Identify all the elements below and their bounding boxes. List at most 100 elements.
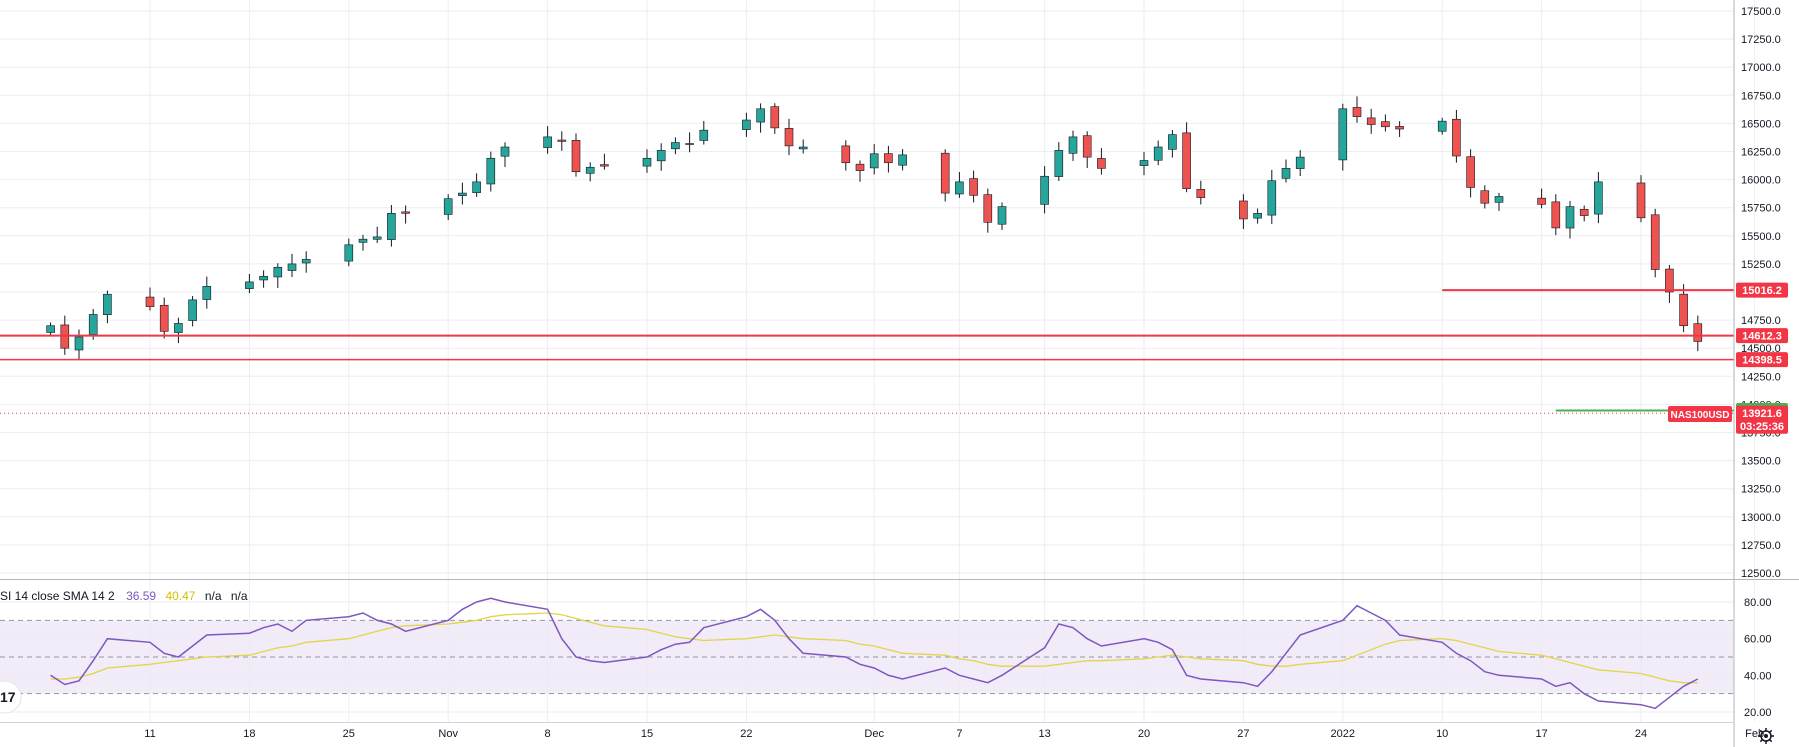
candle[interactable] bbox=[1594, 172, 1603, 224]
time-axis[interactable]: 11 18 25 Nov 8 15 22 Dec 7 13 20 27 2022 10 17 24 Feb bbox=[144, 728, 1764, 740]
candle[interactable] bbox=[1494, 192, 1504, 211]
candle[interactable] bbox=[1537, 188, 1546, 209]
candle[interactable] bbox=[1437, 117, 1447, 135]
candle[interactable] bbox=[287, 253, 297, 277]
candle[interactable] bbox=[798, 139, 808, 154]
candle[interactable] bbox=[997, 202, 1007, 230]
candle[interactable] bbox=[1395, 121, 1404, 138]
candle[interactable] bbox=[145, 287, 155, 311]
rsi-axis[interactable]: 80.00 60.00 40.00 20.00 bbox=[1744, 597, 1772, 719]
rsi-line[interactable] bbox=[50, 597, 1699, 710]
candle[interactable] bbox=[1082, 131, 1092, 169]
candle[interactable] bbox=[1182, 122, 1191, 193]
candle[interactable] bbox=[756, 103, 765, 133]
candle[interactable] bbox=[188, 296, 197, 327]
candle[interactable] bbox=[841, 140, 851, 171]
candle[interactable] bbox=[1352, 96, 1362, 123]
candle[interactable] bbox=[1168, 130, 1177, 158]
candle[interactable] bbox=[443, 194, 453, 221]
price-tick-label: 13500.0 bbox=[1741, 456, 1781, 468]
candle[interactable] bbox=[1267, 169, 1277, 224]
candle[interactable] bbox=[855, 160, 865, 182]
candle[interactable] bbox=[1040, 166, 1049, 214]
candle[interactable] bbox=[600, 153, 609, 170]
candle[interactable] bbox=[159, 297, 169, 339]
candle[interactable] bbox=[344, 238, 354, 267]
candle[interactable] bbox=[1366, 108, 1376, 134]
candle[interactable] bbox=[174, 317, 183, 344]
candle[interactable] bbox=[1295, 150, 1305, 177]
candle[interactable] bbox=[1097, 148, 1106, 175]
candle[interactable] bbox=[1239, 194, 1248, 230]
rsi-pane[interactable] bbox=[0, 597, 1734, 710]
candle[interactable] bbox=[1466, 149, 1475, 198]
settings-gear-icon[interactable] bbox=[1758, 728, 1774, 744]
resistance-badge-1-value: 15016.2 bbox=[1742, 285, 1782, 297]
candle[interactable] bbox=[571, 133, 581, 177]
candle[interactable] bbox=[1679, 284, 1688, 333]
candle[interactable] bbox=[1281, 159, 1291, 183]
candle[interactable] bbox=[1054, 142, 1064, 181]
price-tick-label: 17250.0 bbox=[1741, 34, 1781, 46]
candle[interactable] bbox=[358, 234, 368, 251]
candle[interactable] bbox=[685, 132, 694, 153]
candle[interactable] bbox=[1153, 140, 1163, 166]
candle[interactable] bbox=[940, 149, 950, 202]
candle[interactable] bbox=[202, 276, 212, 309]
candle[interactable] bbox=[1480, 185, 1490, 209]
candle[interactable] bbox=[784, 118, 794, 156]
candle[interactable] bbox=[656, 143, 666, 171]
candle[interactable] bbox=[898, 149, 907, 171]
candle[interactable] bbox=[1579, 205, 1589, 222]
candle[interactable] bbox=[1565, 200, 1575, 239]
resistance-badge-3-value: 14398.5 bbox=[1742, 355, 1782, 367]
candle[interactable] bbox=[273, 263, 283, 288]
price-tick-label: 17500.0 bbox=[1741, 6, 1781, 18]
candle[interactable] bbox=[557, 131, 567, 151]
candle[interactable] bbox=[1068, 130, 1078, 161]
candle[interactable] bbox=[46, 322, 55, 336]
candle[interactable] bbox=[869, 144, 879, 175]
candle[interactable] bbox=[486, 151, 496, 192]
rsi-legend[interactable]: SI 14 close SMA 14 2 36.59 40.47 n/a n/a bbox=[0, 589, 248, 603]
time-tick-label: Dec bbox=[864, 728, 884, 740]
candle[interactable] bbox=[1636, 175, 1646, 223]
candle[interactable] bbox=[1693, 315, 1703, 352]
candle[interactable] bbox=[1381, 114, 1390, 132]
candle[interactable] bbox=[387, 205, 396, 247]
instrument-tag[interactable]: NAS100USD bbox=[1668, 406, 1732, 422]
candle[interactable] bbox=[770, 103, 780, 134]
candle[interactable] bbox=[103, 290, 112, 324]
candle[interactable] bbox=[969, 170, 978, 203]
candle[interactable] bbox=[500, 142, 510, 168]
candle[interactable] bbox=[1452, 109, 1461, 163]
candle[interactable] bbox=[259, 270, 268, 288]
candle[interactable] bbox=[401, 205, 410, 224]
candle[interactable] bbox=[1551, 194, 1561, 236]
candle[interactable] bbox=[458, 182, 467, 205]
tradingview-logo[interactable]: 17 bbox=[0, 680, 22, 714]
candle[interactable] bbox=[585, 162, 595, 182]
candle[interactable] bbox=[1338, 103, 1348, 171]
candle[interactable] bbox=[1139, 152, 1149, 176]
candle[interactable] bbox=[1196, 180, 1206, 205]
candle[interactable] bbox=[955, 171, 964, 198]
candle[interactable] bbox=[1253, 208, 1262, 224]
candle[interactable] bbox=[699, 120, 709, 145]
price-candles[interactable] bbox=[46, 96, 1703, 360]
candle[interactable] bbox=[1665, 265, 1674, 304]
candle[interactable] bbox=[301, 251, 311, 273]
candle[interactable] bbox=[245, 274, 254, 294]
candle[interactable] bbox=[372, 226, 382, 243]
candle[interactable] bbox=[742, 112, 751, 137]
candle[interactable] bbox=[1650, 208, 1660, 278]
candle[interactable] bbox=[983, 188, 993, 233]
candle[interactable] bbox=[543, 126, 552, 154]
price-axis[interactable]: 17500.0 17250.0 17000.0 16750.0 16500.0 16250… bbox=[1741, 6, 1781, 580]
candle[interactable] bbox=[671, 137, 680, 155]
rsi-sma-line[interactable] bbox=[50, 612, 1698, 684]
candle[interactable] bbox=[642, 149, 652, 173]
candle[interactable] bbox=[472, 173, 481, 197]
candle[interactable] bbox=[884, 145, 893, 173]
